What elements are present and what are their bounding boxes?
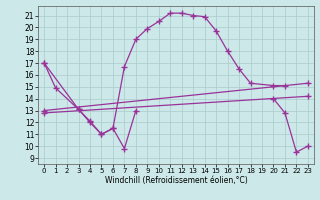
X-axis label: Windchill (Refroidissement éolien,°C): Windchill (Refroidissement éolien,°C) [105, 176, 247, 185]
